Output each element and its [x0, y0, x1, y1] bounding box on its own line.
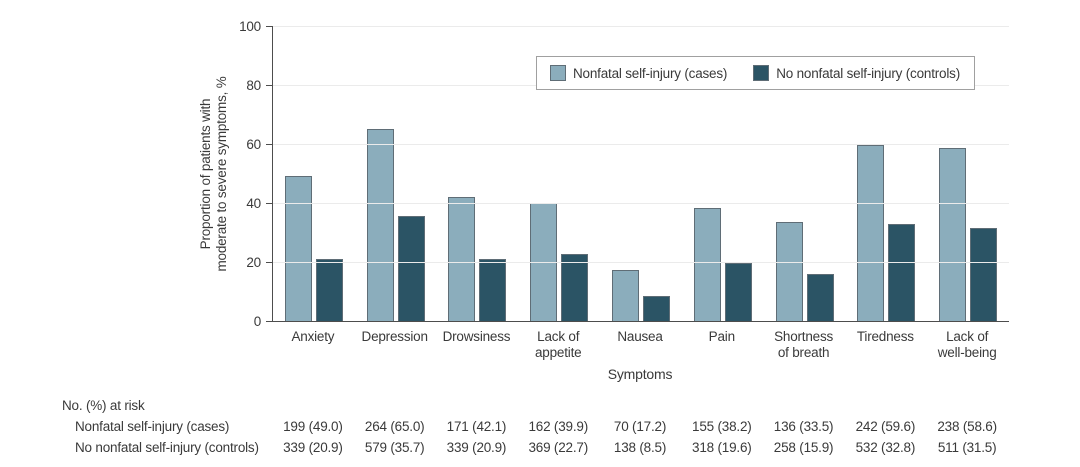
- risk-table-row-controls: No nonfatal self-injury (controls) 339 (…: [0, 440, 1080, 457]
- x-tick-label-anxiety: Anxiety: [291, 329, 335, 344]
- x-tick-label-tiredness: Tiredness: [856, 329, 914, 344]
- legend-label-cases: Nonfatal self-injury (cases): [573, 65, 728, 81]
- y-tick-label-0: 0: [253, 314, 262, 329]
- legend-item-cases: Nonfatal self-injury (cases): [550, 65, 727, 81]
- risk-cells-cases: 199 (49.0) 264 (65.0) 171 (42.1) 162 (39.9)…: [272, 419, 1008, 434]
- bar-group-tiredness: [845, 26, 927, 321]
- risk-cell-cases-1: 264 (65.0): [364, 419, 425, 434]
- bar-group-depression: [355, 26, 437, 321]
- x-tick-label-nausea: Nausea: [617, 329, 663, 344]
- bars-container: [273, 26, 1009, 321]
- risk-cell-cases-4: 70 (17.2): [613, 419, 667, 434]
- bar-cases-shortness-of-breath: [775, 222, 803, 321]
- risk-cell-cases-3: 162 (39.9): [528, 419, 588, 434]
- bar-group-drowsiness: [437, 26, 519, 321]
- bar-controls-depression: [397, 216, 425, 321]
- bar-cases-tiredness: [857, 145, 885, 321]
- gridline-20: [273, 262, 1009, 263]
- y-tick-label-20: 20: [246, 255, 261, 270]
- gridline-40: [273, 203, 1009, 204]
- risk-table-header: No. (%) at risk: [62, 398, 145, 413]
- bar-controls-drowsiness: [479, 259, 507, 321]
- risk-cell-cases-8: 238 (58.6): [937, 419, 997, 434]
- controls-swatch-icon: [753, 65, 770, 81]
- risk-cell-controls-7: 532 (32.8): [855, 440, 916, 455]
- x-axis-title: Symptoms: [607, 366, 673, 382]
- y-axis-title-line-1: Proportion of patients with: [198, 98, 213, 249]
- bar-cases-nausea: [612, 270, 640, 321]
- y-tick-label-60: 60: [246, 137, 261, 152]
- x-tick-label-lack-of-appetite: Lack of appetite: [535, 329, 582, 360]
- x-tick-label-pain: Pain: [708, 329, 735, 344]
- y-axis-title: Proportion of patients with moderate to …: [196, 26, 232, 321]
- bar-controls-pain: [724, 263, 752, 321]
- risk-cell-cases-0: 199 (49.0): [283, 419, 343, 434]
- y-tick-mark-80: [265, 84, 272, 86]
- bar-group-shortness-of-breath: [764, 26, 846, 321]
- y-tick-mark-40: [265, 202, 272, 204]
- risk-row-label-cases: Nonfatal self-injury (cases): [75, 419, 230, 434]
- risk-cell-controls-5: 318 (19.6): [692, 440, 752, 455]
- risk-cell-cases-6: 136 (33.5): [773, 419, 834, 434]
- y-tick-mark-20: [265, 261, 272, 263]
- bar-cases-lack-of-well-being: [939, 148, 967, 321]
- x-tick-label-lack-of-well-being: Lack of well-being: [937, 329, 997, 360]
- x-tick-label-shortness-of-breath: Shortness of breath: [774, 329, 834, 360]
- bar-cases-anxiety: [284, 176, 312, 321]
- bar-group-anxiety: [273, 26, 355, 321]
- risk-cells-controls: 339 (20.9) 579 (35.7) 339 (20.9) 369 (22.7)…: [272, 440, 1008, 455]
- bar-controls-tiredness: [888, 224, 916, 321]
- bar-controls-anxiety: [315, 259, 343, 321]
- risk-cell-controls-4: 138 (8.5): [613, 440, 667, 455]
- bar-controls-shortness-of-breath: [806, 274, 834, 321]
- cases-swatch-icon: [550, 65, 566, 81]
- risk-cell-controls-2: 339 (20.9): [446, 440, 507, 455]
- risk-cell-cases-2: 171 (42.1): [446, 419, 507, 434]
- y-tick-label-40: 40: [246, 196, 261, 211]
- x-tick-labels: Anxiety Depression Drowsiness Lack of appet…: [272, 329, 1008, 361]
- risk-table-row-cases: Nonfatal self-injury (cases) 199 (49.0) 2…: [0, 419, 1080, 436]
- gridline-60: [273, 144, 1009, 145]
- y-tick-mark-60: [265, 143, 272, 145]
- bar-group-lack-of-well-being: [927, 26, 1009, 321]
- x-tick-label-depression: Depression: [361, 329, 428, 344]
- legend-label-controls: No nonfatal self-injury (controls): [776, 65, 960, 81]
- bar-controls-lack-of-appetite: [561, 254, 589, 321]
- bar-cases-pain: [693, 208, 721, 321]
- risk-row-label-controls: No nonfatal self-injury (controls): [75, 440, 259, 455]
- risk-cell-controls-3: 369 (22.7): [528, 440, 588, 455]
- bar-cases-drowsiness: [448, 197, 476, 321]
- y-tick-mark-0: [265, 320, 272, 322]
- risk-cell-controls-6: 258 (15.9): [773, 440, 834, 455]
- bar-controls-nausea: [643, 296, 671, 321]
- risk-cell-controls-0: 339 (20.9): [283, 440, 343, 455]
- legend: Nonfatal self-injury (cases) No nonfatal…: [536, 56, 975, 90]
- y-tick-label-80: 80: [246, 78, 261, 93]
- risk-cell-cases-7: 242 (59.6): [855, 419, 916, 434]
- risk-cell-controls-1: 579 (35.7): [364, 440, 425, 455]
- bar-group-pain: [682, 26, 764, 321]
- risk-cell-controls-8: 511 (31.5): [937, 440, 997, 455]
- gridline-100: [273, 26, 1009, 27]
- y-axis-title-line-2: moderate to severe symptoms, %: [214, 75, 229, 272]
- risk-cell-cases-5: 155 (38.2): [692, 419, 752, 434]
- bar-group-nausea: [600, 26, 682, 321]
- legend-item-controls: No nonfatal self-injury (controls): [753, 65, 960, 81]
- y-tick-mark-100: [265, 25, 272, 27]
- y-tick-label-100: 100: [239, 19, 261, 34]
- plot-area: 0 20 40 60 80 100: [239, 20, 1009, 328]
- x-tick-label-drowsiness: Drowsiness: [442, 329, 511, 344]
- bar-cases-depression: [366, 129, 394, 321]
- bar-controls-lack-of-well-being: [970, 228, 998, 321]
